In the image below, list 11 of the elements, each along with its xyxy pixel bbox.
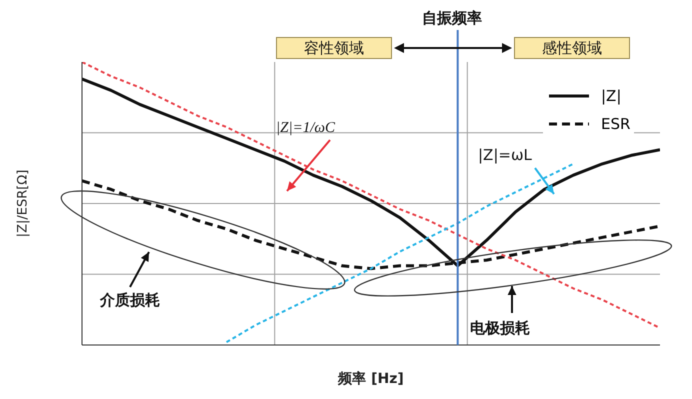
annotation: |Z|=1/ωC: [276, 119, 335, 138]
annotation: 电极损耗: [470, 318, 530, 338]
annotation: 介质损耗: [100, 290, 160, 310]
text: 容性领域: [276, 37, 392, 59]
text: 自振频率: [421, 8, 483, 28]
x-axis-title: 频率 [Hz]: [337, 370, 404, 387]
annotation: |Z|=ωL: [478, 145, 532, 165]
legend-label: ESR: [601, 115, 630, 133]
y-axis-title: |Z|/ESR[Ω]: [16, 170, 31, 238]
text: 感性领域: [514, 37, 630, 59]
legend-label: |Z|: [601, 87, 622, 105]
